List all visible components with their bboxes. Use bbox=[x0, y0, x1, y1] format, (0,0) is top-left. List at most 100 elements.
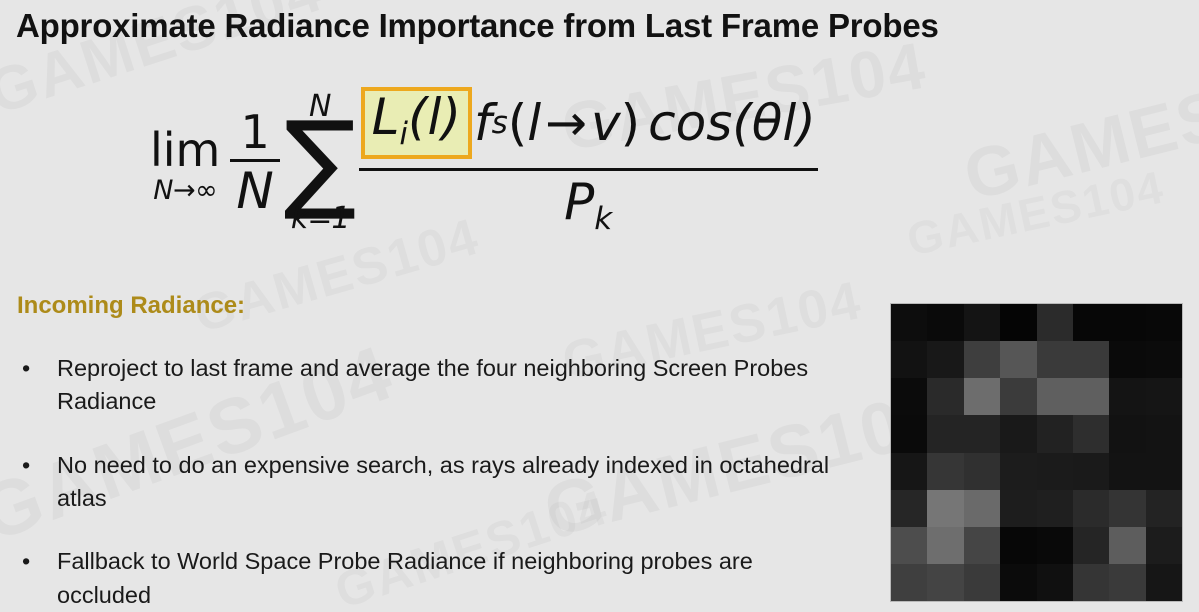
atlas-texel bbox=[1145, 415, 1182, 453]
radiance-argument: (l) bbox=[408, 88, 461, 147]
atlas-texel bbox=[1072, 452, 1110, 490]
atlas-texel bbox=[1000, 452, 1037, 490]
atlas-texel bbox=[1036, 489, 1073, 527]
fraction-numerator: 1 bbox=[240, 104, 270, 159]
atlas-texel bbox=[927, 341, 964, 379]
bullet-icon: • bbox=[22, 548, 31, 575]
pdf-subscript: k bbox=[594, 200, 613, 237]
atlas-texel bbox=[963, 452, 1001, 490]
atlas-texel bbox=[963, 489, 1001, 527]
arrow-icon: → bbox=[545, 94, 588, 153]
cosine-operator: cos bbox=[648, 94, 733, 153]
estimator-numerator: Li(l) f s(l → v) cos (θl) bbox=[359, 87, 818, 163]
atlas-texel bbox=[1145, 489, 1182, 527]
atlas-texel bbox=[927, 304, 964, 342]
atlas-texel bbox=[1000, 489, 1037, 527]
atlas-texel bbox=[963, 304, 1001, 342]
atlas-texel bbox=[1145, 304, 1182, 342]
atlas-texel bbox=[963, 378, 1001, 416]
bsdf-symbol: f bbox=[473, 94, 492, 153]
list-item-text: Reproject to last frame and average the … bbox=[57, 355, 809, 415]
atlas-texel bbox=[927, 452, 964, 490]
atlas-texel bbox=[1036, 415, 1073, 453]
atlas-texel bbox=[1109, 563, 1146, 601]
pdf-symbol: P bbox=[564, 172, 595, 231]
atlas-texel bbox=[1072, 489, 1110, 527]
incoming-radiance-highlight-box: Li(l) bbox=[360, 87, 472, 159]
limit-subscript: N→∞ bbox=[153, 174, 218, 206]
atlas-texel bbox=[1036, 378, 1073, 416]
estimator-fraction-bar bbox=[358, 167, 818, 171]
atlas-texel bbox=[1109, 304, 1146, 342]
atlas-texel bbox=[927, 415, 964, 453]
atlas-texel bbox=[891, 378, 928, 416]
estimator-fraction: Li(l) f s(l → v) cos (θl) Pk bbox=[358, 87, 818, 235]
atlas-texel bbox=[1000, 378, 1037, 416]
atlas-texel bbox=[963, 415, 1001, 453]
atlas-texel bbox=[1036, 526, 1073, 564]
atlas-texel bbox=[1000, 563, 1037, 601]
atlas-texel bbox=[963, 341, 1001, 379]
atlas-texel bbox=[1000, 341, 1037, 379]
atlas-texel bbox=[927, 489, 964, 527]
bullet-list: • Reproject to last frame and average th… bbox=[17, 352, 847, 612]
list-item-text: Fallback to World Space Probe Radiance i… bbox=[57, 548, 753, 608]
atlas-texel bbox=[1072, 415, 1110, 453]
bullet-icon: • bbox=[22, 355, 31, 381]
bsdf-view-direction: v bbox=[591, 94, 621, 153]
atlas-texel bbox=[1036, 304, 1073, 342]
atlas-texel bbox=[891, 563, 928, 601]
sigma-icon: ∑ bbox=[283, 98, 357, 224]
atlas-texel bbox=[963, 526, 1001, 564]
atlas-texel bbox=[891, 452, 928, 490]
radiance-symbol: L bbox=[371, 88, 400, 147]
summation-lower-limit: k=1 bbox=[290, 201, 351, 237]
atlas-texel bbox=[927, 526, 964, 564]
fraction-bar bbox=[230, 158, 280, 162]
atlas-texel bbox=[1145, 526, 1182, 564]
list-item: • Reproject to last frame and average th… bbox=[17, 352, 847, 419]
atlas-texel bbox=[891, 304, 928, 342]
bsdf-subscript: s bbox=[491, 104, 508, 141]
atlas-texel bbox=[1036, 452, 1073, 490]
limit-operator: lim N→∞ bbox=[150, 127, 220, 204]
limit-label: lim bbox=[150, 122, 221, 177]
page-title: Approximate Radiance Importance from Las… bbox=[16, 7, 939, 44]
monte-carlo-estimator-formula: lim N→∞ 1 N N ∑ k=1 Li(l) f s(l → v) cos (θl)… bbox=[150, 62, 818, 252]
summation-operator: N ∑ k=1 bbox=[283, 91, 357, 237]
atlas-texel bbox=[1109, 489, 1146, 527]
atlas-texel bbox=[1000, 415, 1037, 453]
bsdf-paren-close: ) bbox=[620, 94, 641, 153]
atlas-texel bbox=[891, 526, 928, 564]
atlas-texel bbox=[1072, 378, 1110, 416]
estimator-denominator: Pk bbox=[564, 173, 612, 235]
atlas-texel bbox=[963, 563, 1001, 601]
list-item: • Fallback to World Space Probe Radiance… bbox=[17, 545, 847, 612]
atlas-texel bbox=[927, 378, 964, 416]
atlas-texel bbox=[1109, 452, 1146, 490]
list-item: • No need to do an expensive search, as … bbox=[17, 449, 847, 516]
atlas-texel bbox=[1109, 341, 1146, 379]
bsdf-incident-direction: l bbox=[527, 94, 542, 153]
atlas-texel bbox=[1145, 452, 1182, 490]
atlas-texel bbox=[1145, 563, 1182, 601]
fraction-denominator: N bbox=[236, 161, 274, 220]
atlas-texel bbox=[1109, 378, 1146, 416]
atlas-texel bbox=[1036, 341, 1073, 379]
atlas-texel bbox=[1000, 304, 1037, 342]
atlas-texel bbox=[1109, 526, 1146, 564]
bsdf-paren-open: ( bbox=[507, 94, 528, 153]
atlas-texel bbox=[1145, 378, 1182, 416]
atlas-texel bbox=[1072, 341, 1110, 379]
atlas-texel bbox=[891, 341, 928, 379]
atlas-texel bbox=[891, 415, 928, 453]
atlas-texel bbox=[1000, 526, 1037, 564]
section-heading: Incoming Radiance: bbox=[17, 292, 246, 319]
list-item-text: No need to do an expensive search, as ra… bbox=[57, 451, 830, 512]
atlas-texel bbox=[1145, 341, 1182, 379]
one-over-n-fraction: 1 N bbox=[230, 104, 280, 220]
atlas-texel bbox=[1072, 526, 1110, 564]
atlas-texel bbox=[1036, 563, 1073, 601]
radiance-subscript: i bbox=[399, 116, 409, 153]
